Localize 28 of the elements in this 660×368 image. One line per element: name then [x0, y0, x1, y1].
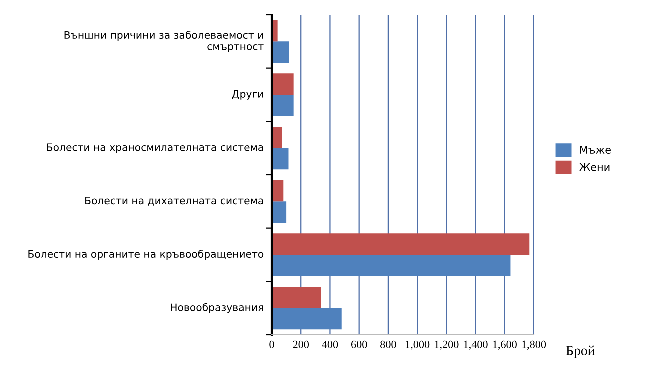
bar: [272, 287, 322, 308]
x-tick-label: 1,400: [464, 340, 488, 350]
x-tick-label: 600: [351, 340, 368, 348]
y-tick-label: Болести на органите на кръвообращението: [28, 250, 264, 260]
y-tick-label: Външни причини за заболеваемост и смъртност: [64, 30, 264, 52]
x-tick-label: 1,600: [493, 340, 517, 350]
x-tick-label: 800: [380, 340, 396, 348]
bar: [272, 308, 342, 330]
y-tick-label: Болести на дихателната система: [86, 197, 264, 206]
legend-label: Мъже: [580, 146, 611, 154]
x-tick-label: 0: [270, 340, 274, 348]
bar: [272, 255, 511, 276]
y-tick-label: Болести на храносмилателната система: [47, 144, 264, 154]
bar: [272, 148, 289, 170]
x-tick-label: 200: [293, 340, 310, 348]
x-tick-label: 1,200: [435, 340, 459, 350]
bar: [272, 202, 287, 223]
x-axis-title: Брой: [566, 346, 595, 358]
bar: [272, 234, 530, 255]
legend-label: Жени: [580, 163, 610, 172]
bar: [272, 42, 290, 63]
x-tick-label: 1,800: [522, 340, 546, 350]
x-tick-label: 400: [322, 340, 338, 348]
y-tick-label: Новообразувания: [171, 303, 264, 314]
bar: [272, 74, 294, 95]
y-tick-label: Други: [232, 90, 264, 100]
bar: [272, 95, 294, 116]
x-tick-label: 1,000: [406, 340, 430, 350]
